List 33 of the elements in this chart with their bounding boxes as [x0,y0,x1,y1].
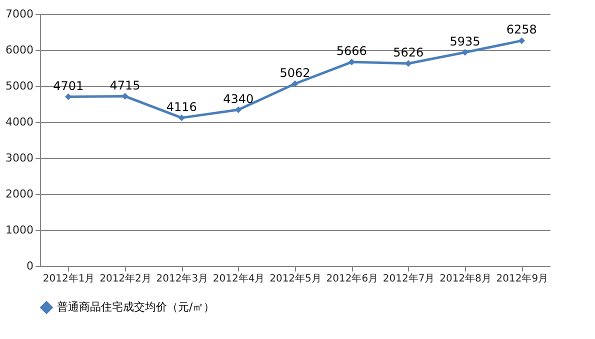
data-label: 5935 [450,34,480,48]
x-tick-label: 2012年7月 [382,272,435,284]
y-tick-label: 7000 [6,8,34,20]
point [518,37,526,44]
point [462,48,468,56]
y-tick-label: 5000 [6,80,34,92]
y-tick-label: 6000 [6,44,34,56]
data-label: 4116 [166,100,197,114]
point [292,80,298,88]
legend-label: 普通商品住宅成交均价（元/㎡） [57,300,215,314]
x-tick-label: 2012年6月 [326,272,378,284]
y-tick-label: 2000 [6,188,34,200]
x-tick-label: 2012年5月 [270,272,322,284]
data-label: 5062 [280,66,310,80]
y-tick-label: 1000 [6,224,34,236]
x-tick-label: 2012年2月 [100,272,152,284]
y-tick-label: 0 [26,260,34,272]
y-tick-label: 4000 [6,116,34,128]
x-tick-label: 2012年9月 [496,272,548,284]
point [234,106,242,114]
x-tick-label: 2012年1月 [42,272,95,284]
data-label: 6258 [506,22,537,37]
data-label: 4701 [53,78,84,93]
x-tick-label: 2012年8月 [440,272,492,284]
data-label: 5626 [393,45,424,60]
point [178,114,186,122]
point [122,92,128,100]
y-tick-label: 3000 [6,152,34,164]
x-tick-label: 2012年3月 [156,272,208,284]
x-tick-label: 2012年4月 [212,272,265,284]
data-label: 4340 [223,92,254,106]
data-label: 5666 [336,44,367,58]
data-label: 4715 [110,78,140,92]
